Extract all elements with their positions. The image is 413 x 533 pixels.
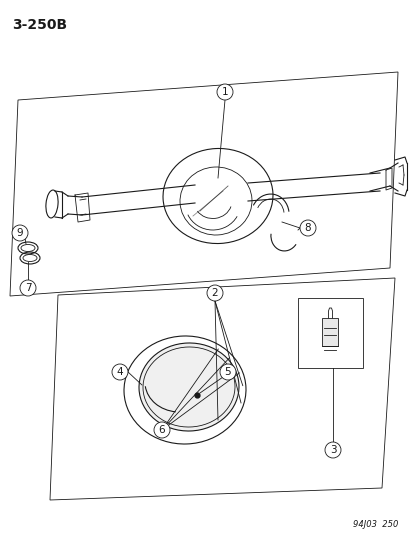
Circle shape xyxy=(299,220,315,236)
Circle shape xyxy=(324,442,340,458)
Text: 3: 3 xyxy=(329,445,335,455)
Ellipse shape xyxy=(139,343,238,431)
Text: 3-250B: 3-250B xyxy=(12,18,67,32)
Text: 4: 4 xyxy=(116,367,123,377)
Circle shape xyxy=(20,280,36,296)
Circle shape xyxy=(216,84,233,100)
Text: 9: 9 xyxy=(17,228,23,238)
Text: 5: 5 xyxy=(224,367,231,377)
Circle shape xyxy=(112,364,128,380)
Circle shape xyxy=(206,285,223,301)
Bar xyxy=(297,298,362,368)
Text: 94J03  250: 94J03 250 xyxy=(352,520,397,529)
Text: 6: 6 xyxy=(158,425,165,435)
Circle shape xyxy=(219,364,235,380)
Circle shape xyxy=(154,422,170,438)
Text: 1: 1 xyxy=(221,87,228,97)
Circle shape xyxy=(12,225,28,241)
Text: 8: 8 xyxy=(304,223,311,233)
Bar xyxy=(322,318,338,346)
Text: 7: 7 xyxy=(25,283,31,293)
Text: 2: 2 xyxy=(211,288,218,298)
